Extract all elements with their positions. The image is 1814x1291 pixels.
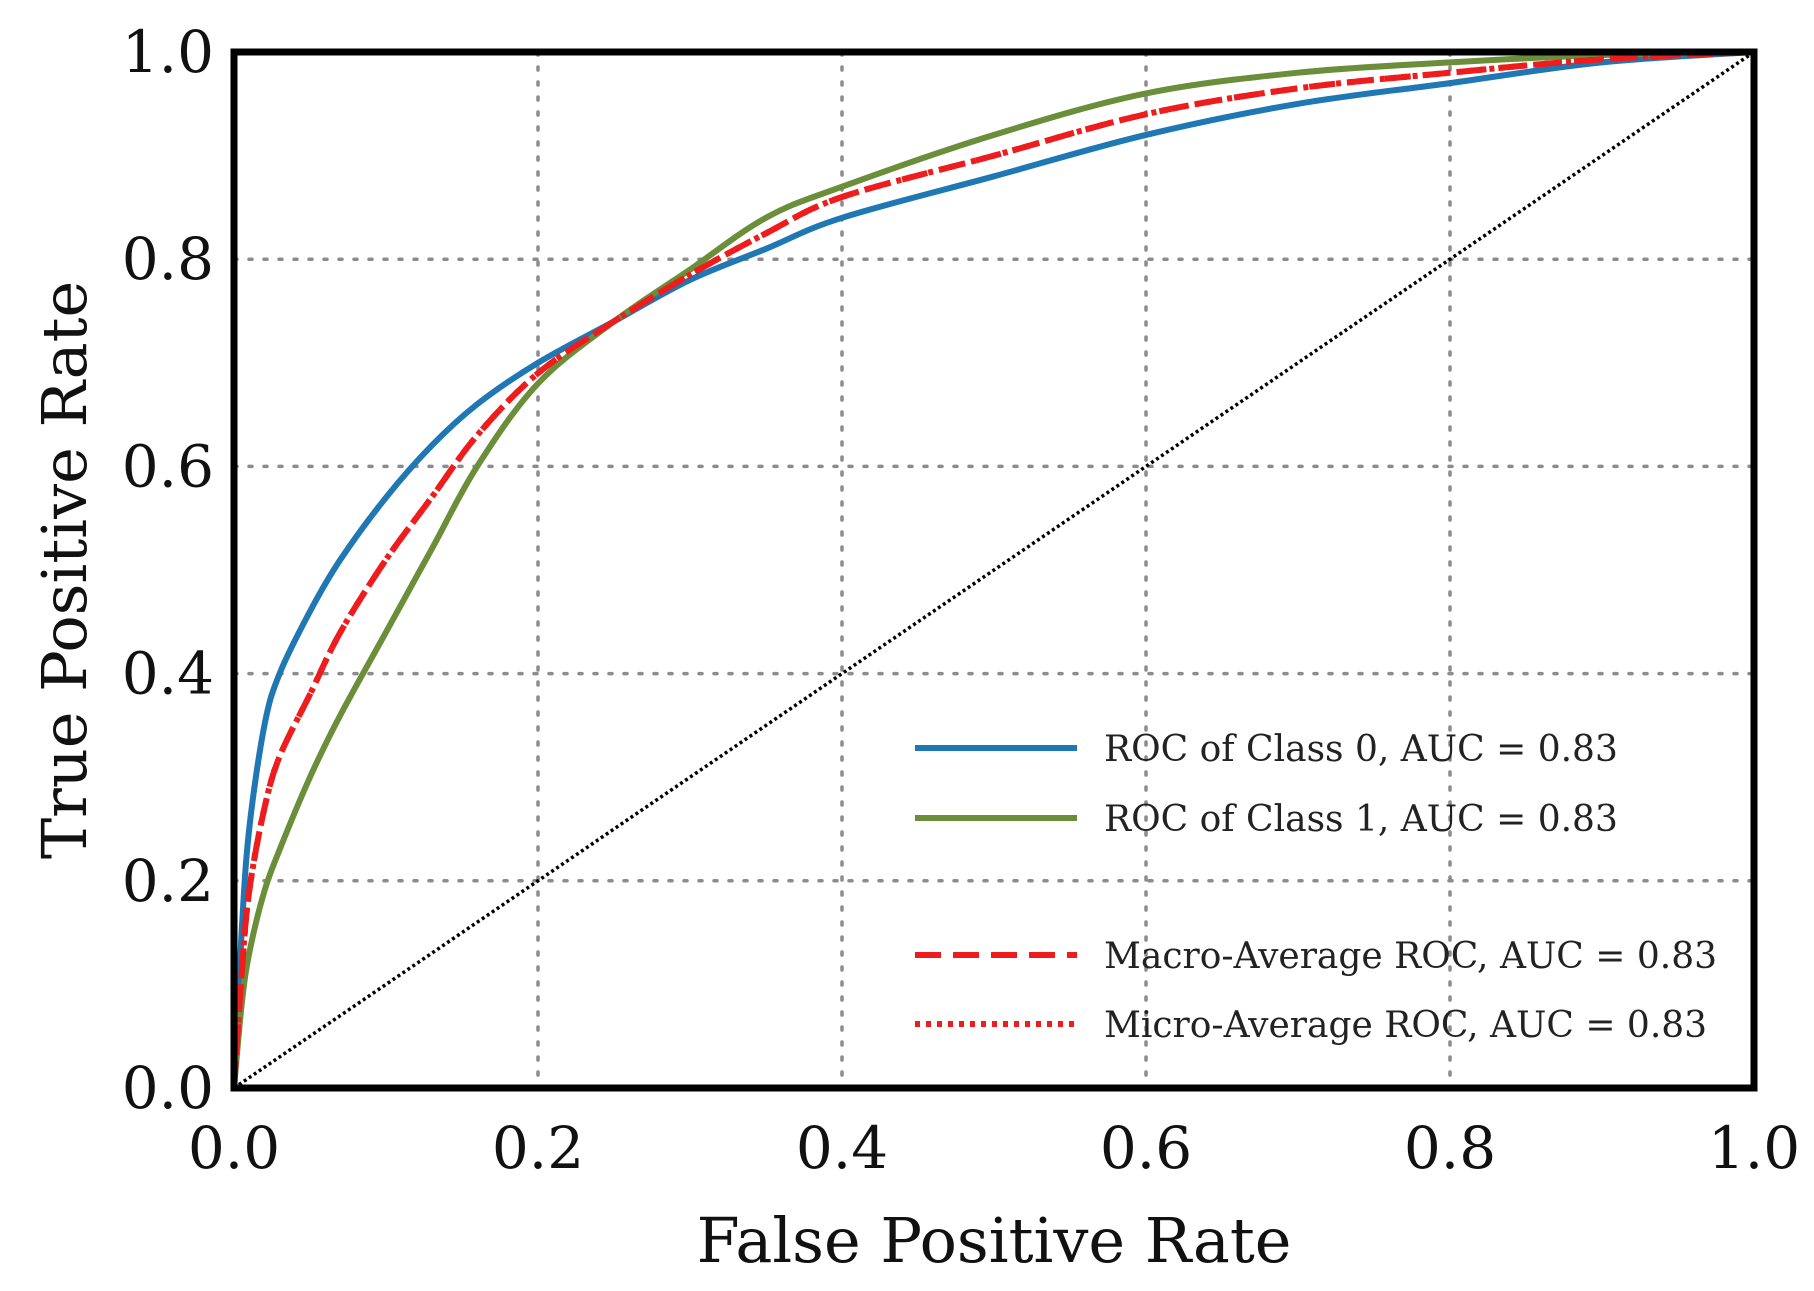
y-tick-label-3: 0.6 xyxy=(122,432,214,500)
legend-label-3: Micro-Average ROC, AUC = 0.83 xyxy=(1104,1005,1707,1046)
x-tick-label-2: 0.4 xyxy=(796,1114,888,1182)
x-tick-label-3: 0.6 xyxy=(1100,1114,1192,1182)
legend-label-1: ROC of Class 1, AUC = 0.83 xyxy=(1104,799,1618,840)
y-tick-label-1: 0.2 xyxy=(122,847,214,915)
roc-curve-3 xyxy=(231,49,1755,1089)
x-tick-label-0: 0.0 xyxy=(188,1114,280,1182)
plot-area-frame xyxy=(230,48,1758,1092)
x-axis-label: False Positive Rate xyxy=(697,1204,1292,1277)
grid-lines xyxy=(232,50,1756,1090)
x-axis-tick-labels: 0.0 0.2 0.4 0.6 0.8 1.0 xyxy=(188,1114,1800,1182)
y-tick-label-5: 1.0 xyxy=(122,18,214,86)
y-axis-label: True Positive Rate xyxy=(28,281,101,859)
y-axis-tick-labels: 0.0 0.2 0.4 0.6 0.8 1.0 xyxy=(122,18,214,1122)
legend-label-2: Macro-Average ROC, AUC = 0.83 xyxy=(1104,936,1717,977)
legend: ROC of Class 0, AUC = 0.83 ROC of Class 1… xyxy=(915,729,1717,1046)
y-tick-label-0: 0.0 xyxy=(122,1054,214,1122)
x-tick-label-5: 1.0 xyxy=(1708,1114,1800,1182)
legend-label-0: ROC of Class 0, AUC = 0.83 xyxy=(1104,729,1618,770)
y-tick-label-2: 0.4 xyxy=(122,640,214,708)
chance-diagonal-line xyxy=(233,50,1755,1090)
x-tick-label-1: 0.2 xyxy=(492,1114,584,1182)
y-tick-label-4: 0.8 xyxy=(122,225,214,293)
roc-curves xyxy=(231,49,1755,1090)
x-tick-label-4: 0.8 xyxy=(1404,1114,1496,1182)
